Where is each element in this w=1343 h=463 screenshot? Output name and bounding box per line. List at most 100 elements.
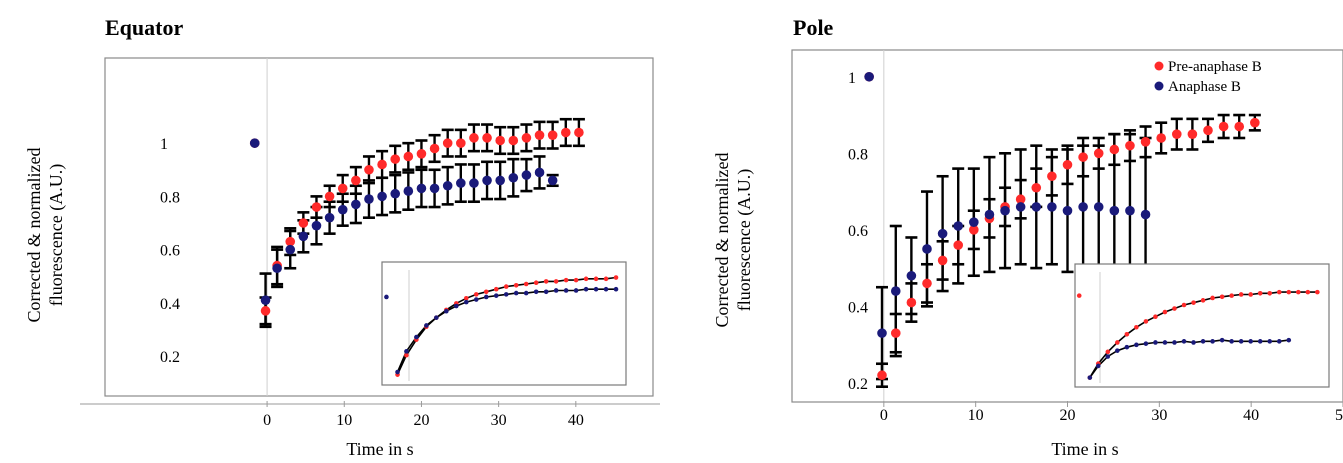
data-point-anaphase-b bbox=[953, 221, 964, 231]
chart-title: Equator bbox=[105, 15, 183, 40]
data-point-anaphase-b bbox=[508, 172, 519, 183]
inset-fit-curve bbox=[1089, 339, 1289, 379]
x-tick-label: 30 bbox=[1151, 407, 1167, 424]
inset-outlier-point bbox=[384, 294, 389, 300]
inset-point-pre-anaphase-b bbox=[1257, 290, 1263, 296]
data-point-pre-anaphase-b bbox=[1125, 140, 1135, 151]
data-point-anaphase-b bbox=[416, 183, 427, 194]
data-point-anaphase-b bbox=[495, 175, 505, 186]
x-tick-label: 30 bbox=[491, 412, 507, 429]
data-point-anaphase-b bbox=[403, 186, 414, 196]
data-point-pre-anaphase-b bbox=[1015, 194, 1026, 205]
inset-point-pre-anaphase-b bbox=[583, 276, 589, 282]
inset-point-pre-anaphase-b bbox=[1153, 314, 1158, 320]
y-tick-label: 0.2 bbox=[848, 376, 868, 393]
inset-point-anaphase-b bbox=[573, 288, 579, 293]
data-point-pre-anaphase-b bbox=[890, 328, 901, 338]
inset-point-pre-anaphase-b bbox=[1134, 324, 1139, 330]
data-point-pre-anaphase-b bbox=[1203, 125, 1213, 136]
data-point-anaphase-b bbox=[469, 178, 479, 188]
data-point-pre-anaphase-b bbox=[469, 133, 479, 143]
inset-point-pre-anaphase-b bbox=[553, 279, 559, 284]
inset-point-anaphase-b bbox=[1229, 339, 1234, 344]
data-point-pre-anaphase-b bbox=[922, 278, 932, 289]
pole-marks: 0.20.40.60.8101020304050Pre-anaphase BAn… bbox=[848, 50, 1343, 424]
inset-point-anaphase-b bbox=[483, 294, 489, 300]
data-point-pre-anaphase-b bbox=[1078, 152, 1088, 162]
data-point-pre-anaphase-b bbox=[508, 135, 519, 146]
x-tick-label: 20 bbox=[1060, 407, 1076, 424]
x-tick-label: 40 bbox=[1243, 407, 1259, 424]
data-point-pre-anaphase-b bbox=[1234, 121, 1245, 132]
data-point-anaphase-b bbox=[1093, 202, 1104, 212]
data-point-anaphase-b bbox=[906, 270, 917, 281]
inset-point-anaphase-b bbox=[1267, 339, 1273, 344]
y-tick-label: 0.6 bbox=[848, 223, 868, 240]
inset-point-pre-anaphase-b bbox=[593, 276, 599, 282]
inset-point-anaphase-b bbox=[1248, 339, 1253, 344]
inset-point-anaphase-b bbox=[454, 303, 459, 309]
inset-point-pre-anaphase-b bbox=[533, 280, 539, 286]
inset-point-anaphase-b bbox=[593, 286, 599, 292]
data-point-pre-anaphase-b bbox=[377, 159, 387, 170]
inset-point-pre-anaphase-b bbox=[1115, 340, 1120, 345]
inset-point-pre-anaphase-b bbox=[613, 275, 619, 280]
data-point-pre-anaphase-b bbox=[495, 135, 505, 146]
inset-point-pre-anaphase-b bbox=[1143, 319, 1149, 324]
data-point-pre-anaphase-b bbox=[1218, 121, 1229, 132]
inset-point-anaphase-b bbox=[1124, 344, 1130, 350]
inset-point-anaphase-b bbox=[1181, 339, 1187, 344]
y-tick-label: 1 bbox=[848, 70, 856, 87]
inset-point-pre-anaphase-b bbox=[1191, 300, 1196, 305]
data-point-pre-anaphase-b bbox=[547, 130, 558, 140]
data-point-anaphase-b bbox=[547, 175, 558, 186]
inset-frame bbox=[381, 261, 627, 386]
data-point-pre-anaphase-b bbox=[260, 306, 271, 316]
data-point-anaphase-b bbox=[864, 71, 874, 82]
inset-point-anaphase-b bbox=[395, 369, 400, 375]
equator-marks: 0.20.40.60.810 10 20 30 40 bbox=[80, 58, 660, 429]
inset-point-anaphase-b bbox=[1095, 363, 1101, 369]
inset-point-pre-anaphase-b bbox=[463, 295, 469, 301]
y-axis-label-line1: Corrected & normalized bbox=[712, 153, 732, 328]
data-point-pre-anaphase-b bbox=[1171, 129, 1182, 139]
inset-point-pre-anaphase-b bbox=[404, 352, 409, 358]
y-axis-label-line2: fluorescence (A.U.) bbox=[734, 169, 755, 311]
y-tick-label: 0.8 bbox=[160, 189, 180, 206]
inset-point-pre-anaphase-b bbox=[573, 277, 579, 283]
data-point-pre-anaphase-b bbox=[482, 133, 492, 143]
inset-point-pre-anaphase-b bbox=[503, 284, 509, 289]
data-point-anaphase-b bbox=[429, 183, 440, 194]
inset-point-pre-anaphase-b bbox=[1315, 289, 1320, 295]
data-point-pre-anaphase-b bbox=[1156, 133, 1166, 143]
x-tick-label: 50 bbox=[1335, 407, 1343, 424]
data-point-anaphase-b bbox=[1015, 202, 1026, 212]
data-point-pre-anaphase-b bbox=[311, 202, 322, 212]
data-point-pre-anaphase-b bbox=[324, 191, 335, 202]
inset-point-pre-anaphase-b bbox=[1305, 289, 1311, 295]
y-tick-label: 1 bbox=[160, 136, 168, 153]
data-point-anaphase-b bbox=[482, 175, 492, 186]
x-tick-label: 40 bbox=[568, 412, 584, 429]
data-point-anaphase-b bbox=[521, 170, 532, 180]
inset-point-anaphase-b bbox=[603, 286, 609, 292]
inset-point-anaphase-b bbox=[583, 286, 589, 292]
legend-label: Pre-anaphase B bbox=[1168, 59, 1262, 75]
inset-point-pre-anaphase-b bbox=[1286, 289, 1292, 295]
data-point-anaphase-b bbox=[285, 244, 296, 255]
inset-point-pre-anaphase-b bbox=[603, 276, 609, 282]
data-point-pre-anaphase-b bbox=[969, 225, 979, 235]
data-point-pre-anaphase-b bbox=[877, 370, 887, 381]
inset-point-anaphase-b bbox=[444, 308, 449, 314]
x-tick-label: 0 bbox=[880, 407, 888, 424]
data-point-anaphase-b bbox=[272, 263, 282, 274]
inset-point-anaphase-b bbox=[404, 349, 409, 354]
data-point-pre-anaphase-b bbox=[364, 164, 374, 175]
data-point-anaphase-b bbox=[1031, 202, 1042, 212]
data-point-anaphase-b bbox=[922, 244, 932, 254]
inset-frame bbox=[1074, 263, 1330, 388]
data-point-anaphase-b bbox=[249, 138, 260, 148]
data-point-anaphase-b bbox=[1047, 202, 1057, 212]
inset-point-pre-anaphase-b bbox=[1229, 293, 1234, 298]
x-tick-label: 20 bbox=[413, 412, 429, 429]
